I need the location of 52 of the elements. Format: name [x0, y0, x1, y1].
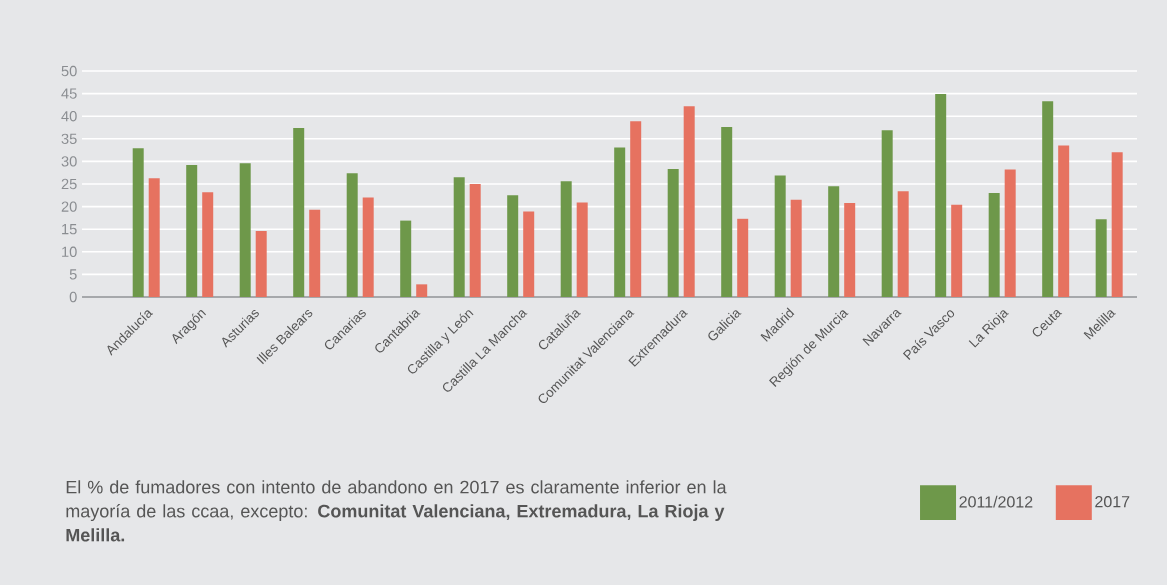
y-tick-label: 15	[62, 224, 77, 235]
text: El % de fumadores con intento de abandono en 2017 es claramente inferior en la mayoría de las ccaa, excepto: Comunitat Valenciana, Extremadura, La Rioja y Melilla.	[66, 480, 727, 542]
bar	[721, 127, 733, 297]
bar	[881, 130, 893, 297]
bar	[1004, 169, 1016, 297]
y-tick-label: 35	[61, 133, 77, 144]
bar	[1058, 145, 1070, 297]
bar	[469, 184, 481, 297]
bar	[988, 193, 1000, 297]
bar	[239, 163, 251, 297]
y-tick-label: 5	[69, 269, 77, 280]
bar	[630, 121, 642, 297]
bar	[523, 211, 535, 297]
bar	[951, 204, 963, 297]
bar	[293, 127, 305, 297]
bar	[255, 231, 267, 297]
bar	[683, 106, 695, 297]
y-tick-label: 40	[61, 111, 77, 122]
bar	[186, 165, 198, 297]
bar	[132, 148, 144, 297]
bar	[400, 220, 412, 297]
y-tick-label: 25	[61, 178, 77, 190]
bar	[1111, 152, 1123, 297]
bar	[453, 177, 465, 297]
bar	[1042, 101, 1054, 297]
y-tick-label: 0	[69, 291, 77, 303]
legend-label: 2017	[1095, 496, 1130, 508]
bar	[790, 199, 802, 297]
legend-label: 2011/2012	[959, 495, 1033, 508]
y-tick-label: 10	[62, 246, 77, 257]
bar	[576, 202, 588, 297]
bar	[148, 178, 160, 297]
bar	[560, 181, 572, 297]
y-tick-label: 20	[61, 201, 77, 212]
bar	[935, 94, 947, 297]
bar	[507, 195, 519, 297]
bar	[346, 173, 358, 297]
bar	[614, 147, 626, 297]
bar	[774, 175, 786, 297]
bar	[667, 169, 679, 297]
bar	[828, 186, 840, 297]
bar	[416, 284, 428, 297]
bar	[897, 191, 909, 297]
bar	[362, 197, 374, 297]
bar	[309, 209, 321, 297]
bar	[844, 202, 856, 297]
y-tick-label: 30	[61, 156, 77, 167]
y-tick-label: 50	[61, 65, 77, 77]
y-tick-label: 45	[61, 88, 77, 99]
bar	[1095, 219, 1107, 297]
bar	[202, 192, 214, 297]
bar	[737, 218, 749, 297]
